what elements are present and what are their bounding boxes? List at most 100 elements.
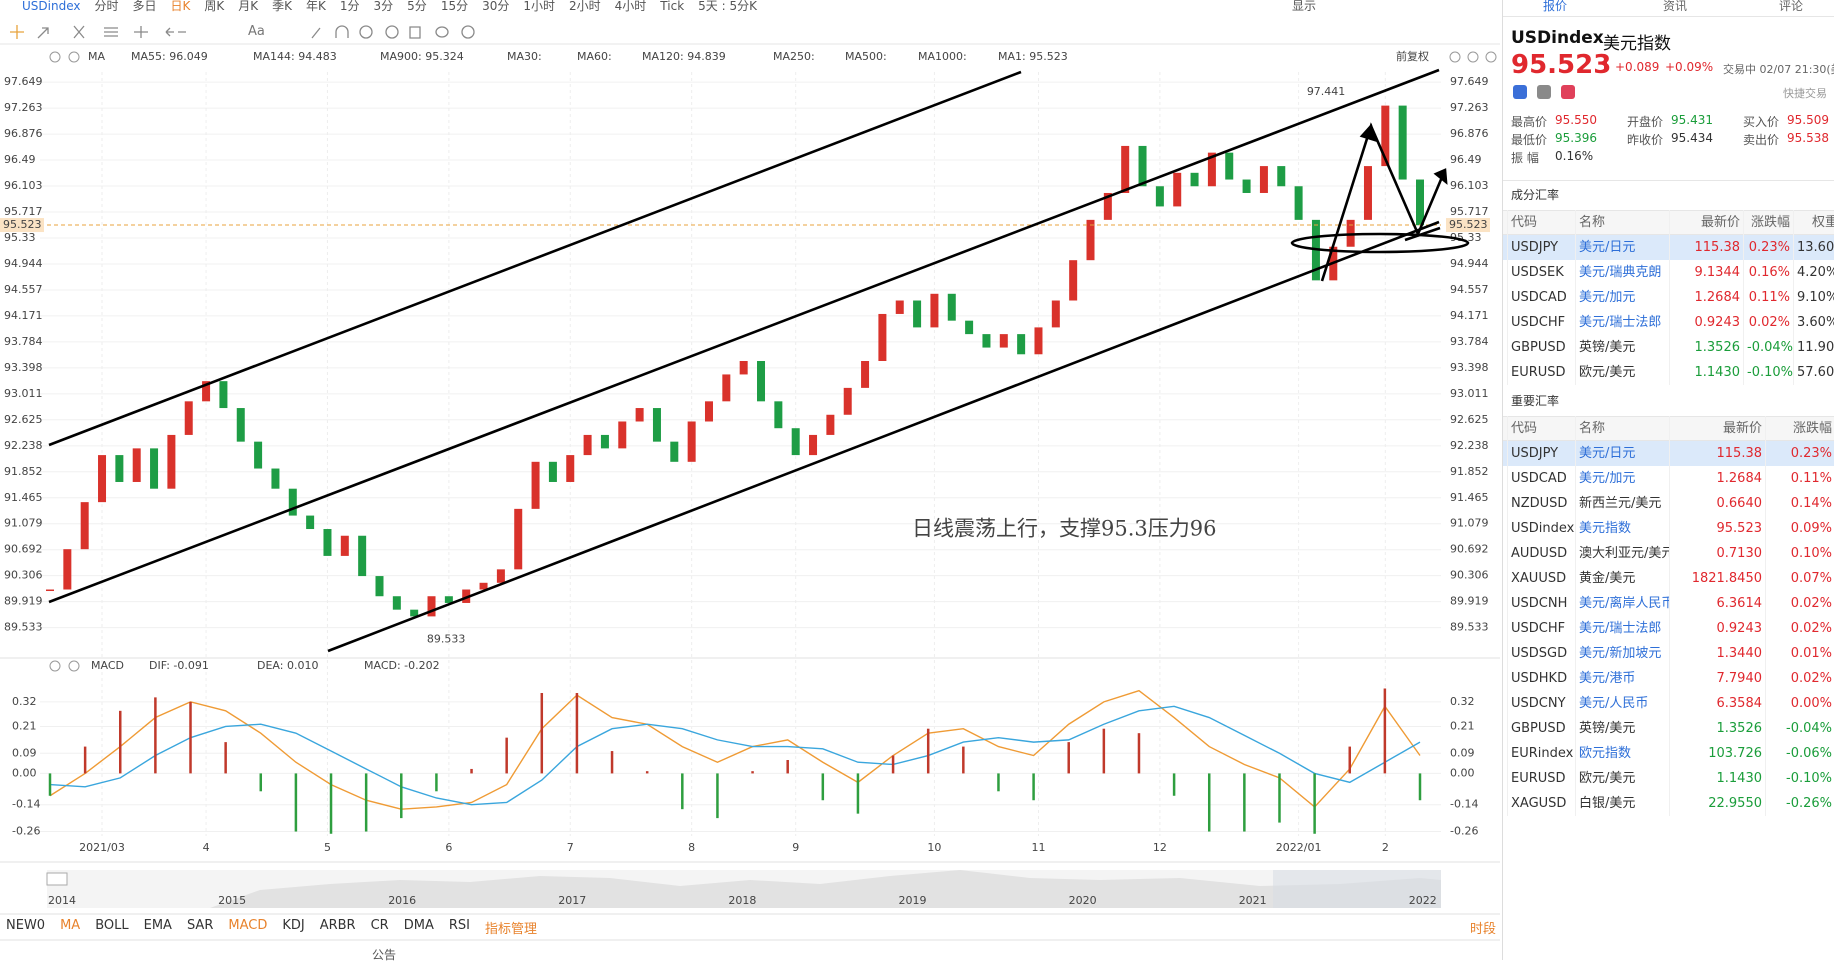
table-cell[interactable]: -0.04% [1765, 716, 1834, 741]
table-cell[interactable]: 0.14% [1765, 491, 1834, 516]
table-cell[interactable]: NZDUSD [1507, 491, 1575, 516]
table-cell[interactable]: 0.11% [1743, 285, 1793, 310]
period-tab[interactable]: 15分 [440, 0, 469, 13]
table-cell[interactable]: 欧元指数 [1575, 741, 1669, 766]
table-cell[interactable]: 0.01% [1765, 641, 1834, 666]
period-tab[interactable]: Tick [660, 0, 685, 13]
table-cell[interactable]: 7.7940 [1669, 666, 1765, 691]
table-cell[interactable]: 0.11% [1765, 466, 1834, 491]
period-tab[interactable]: 日K [170, 0, 191, 13]
table-cell[interactable]: 1.1430 [1669, 360, 1743, 385]
period-tab[interactable]: 季K [272, 0, 293, 13]
table-cell[interactable]: USDCNH [1507, 591, 1575, 616]
table-cell[interactable]: USDSEK [1507, 260, 1575, 285]
table-cell[interactable]: USDCAD [1507, 285, 1575, 310]
indicator-tab[interactable]: RSI [448, 918, 470, 933]
table-cell[interactable]: 6.3584 [1669, 691, 1765, 716]
table-cell[interactable]: 新西兰元/美元 [1575, 491, 1669, 516]
table-cell[interactable]: 115.38 [1669, 441, 1765, 466]
table-cell[interactable]: 6.3614 [1669, 591, 1765, 616]
table-cell[interactable]: 美元/加元 [1575, 466, 1669, 491]
display-menu[interactable]: 显示 [1292, 0, 1317, 13]
panel-tab[interactable]: 评论 [1779, 0, 1804, 12]
table-cell[interactable]: 9.1344 [1669, 260, 1743, 285]
table-cell[interactable]: 美元/新加坡元 [1575, 641, 1669, 666]
period-tab[interactable]: 多日 [132, 0, 157, 13]
table-cell[interactable]: 0.02% [1765, 616, 1834, 641]
indicator-manage[interactable]: 指标管理 [484, 922, 537, 937]
indicator-tab[interactable]: EMA [143, 918, 172, 933]
icon[interactable] [1537, 85, 1551, 99]
session-tab[interactable]: 时段 [1470, 922, 1497, 937]
panel-tab[interactable]: 报价 [1543, 0, 1568, 12]
table-cell[interactable]: USDJPY [1507, 235, 1575, 260]
table-cell[interactable]: 0.10% [1765, 541, 1834, 566]
table-cell[interactable]: 美元/日元 [1575, 441, 1669, 466]
table-cell[interactable]: 3.60% [1793, 310, 1834, 335]
table-cell[interactable]: 115.38 [1669, 235, 1743, 260]
overview-handle[interactable] [46, 872, 68, 886]
period-tab[interactable]: 1小时 [523, 0, 556, 13]
table-cell[interactable]: 0.9243 [1669, 310, 1743, 335]
table-cell[interactable]: 黄金/美元 [1575, 566, 1669, 591]
table-cell[interactable]: 4.20% [1793, 260, 1834, 285]
table-cell[interactable]: GBPUSD [1507, 335, 1575, 360]
table-cell[interactable]: 9.10% [1793, 285, 1834, 310]
table-cell[interactable]: USDCHF [1507, 310, 1575, 335]
table-cell[interactable]: -0.04% [1743, 335, 1793, 360]
quick-trade[interactable]: 快捷交易 [1783, 87, 1827, 100]
font-tool[interactable]: Aa [248, 24, 265, 39]
table-cell[interactable]: 0.7130 [1669, 541, 1765, 566]
table-cell[interactable]: USDSGD [1507, 641, 1575, 666]
table-cell[interactable]: 0.02% [1765, 591, 1834, 616]
table-cell[interactable]: 白银/美元 [1575, 791, 1669, 816]
indicator-tab[interactable]: KDJ [282, 918, 305, 933]
table-cell[interactable]: -0.26% [1765, 791, 1834, 816]
table-cell[interactable]: 美元/日元 [1575, 235, 1669, 260]
table-cell[interactable]: USDHKD [1507, 666, 1575, 691]
indicator-tab[interactable]: NEW0 [6, 918, 46, 933]
table-cell[interactable]: -0.06% [1765, 741, 1834, 766]
table-cell[interactable]: 57.60% [1793, 360, 1834, 385]
table-cell[interactable]: 22.9550 [1669, 791, 1765, 816]
table-cell[interactable]: 13.60% [1793, 235, 1834, 260]
panel-tab[interactable]: 资讯 [1663, 0, 1688, 12]
period-tab[interactable]: 2小时 [569, 0, 601, 13]
period-tab[interactable]: 1分 [339, 0, 360, 13]
period-tab[interactable]: 5分 [407, 0, 427, 13]
table-cell[interactable]: 0.23% [1743, 235, 1793, 260]
table-cell[interactable]: 美元/离岸人民币 [1575, 591, 1669, 616]
period-tab[interactable]: 月K [238, 0, 259, 13]
table-cell[interactable]: AUDUSD [1507, 541, 1575, 566]
icon[interactable] [1513, 85, 1527, 99]
indicator-tab[interactable]: CR [370, 918, 389, 933]
symbol-tab[interactable]: USDindex [22, 0, 81, 13]
table-cell[interactable]: 1.3526 [1669, 716, 1765, 741]
table-cell[interactable]: -0.10% [1765, 766, 1834, 791]
indicator-tab[interactable]: DMA [403, 918, 434, 933]
table-cell[interactable]: 1.1430 [1669, 766, 1765, 791]
table-cell[interactable]: 0.00% [1765, 691, 1834, 716]
table-cell[interactable]: EURUSD [1507, 766, 1575, 791]
table-cell[interactable]: 1821.8450 [1669, 566, 1765, 591]
period-tab[interactable]: 年K [306, 0, 326, 13]
table-cell[interactable]: 0.6640 [1669, 491, 1765, 516]
table-cell[interactable]: 美元/瑞士法郎 [1575, 310, 1669, 335]
table-cell[interactable]: 1.2684 [1669, 285, 1743, 310]
table-cell[interactable]: 0.07% [1765, 566, 1834, 591]
indicator-tab[interactable]: ARBR [319, 918, 356, 933]
table-cell[interactable]: 1.2684 [1669, 466, 1765, 491]
footer-tab[interactable]: 公告 [372, 948, 397, 962]
table-cell[interactable]: 103.726 [1669, 741, 1765, 766]
period-tab[interactable]: 周K [204, 0, 225, 13]
table-cell[interactable]: EURUSD [1507, 360, 1575, 385]
period-tab[interactable]: 分时 [94, 0, 119, 13]
table-cell[interactable]: 澳大利亚元/美元 [1575, 541, 1669, 566]
table-cell[interactable]: 欧元/美元 [1575, 360, 1669, 385]
period-tab[interactable]: 30分 [482, 0, 510, 13]
table-cell[interactable]: 美元/瑞典克朗 [1575, 260, 1669, 285]
table-cell[interactable]: 英镑/美元 [1575, 335, 1669, 360]
table-cell[interactable]: 0.16% [1743, 260, 1793, 285]
period-tab[interactable]: 4小时 [614, 0, 647, 13]
table-cell[interactable]: 美元指数 [1575, 516, 1669, 541]
